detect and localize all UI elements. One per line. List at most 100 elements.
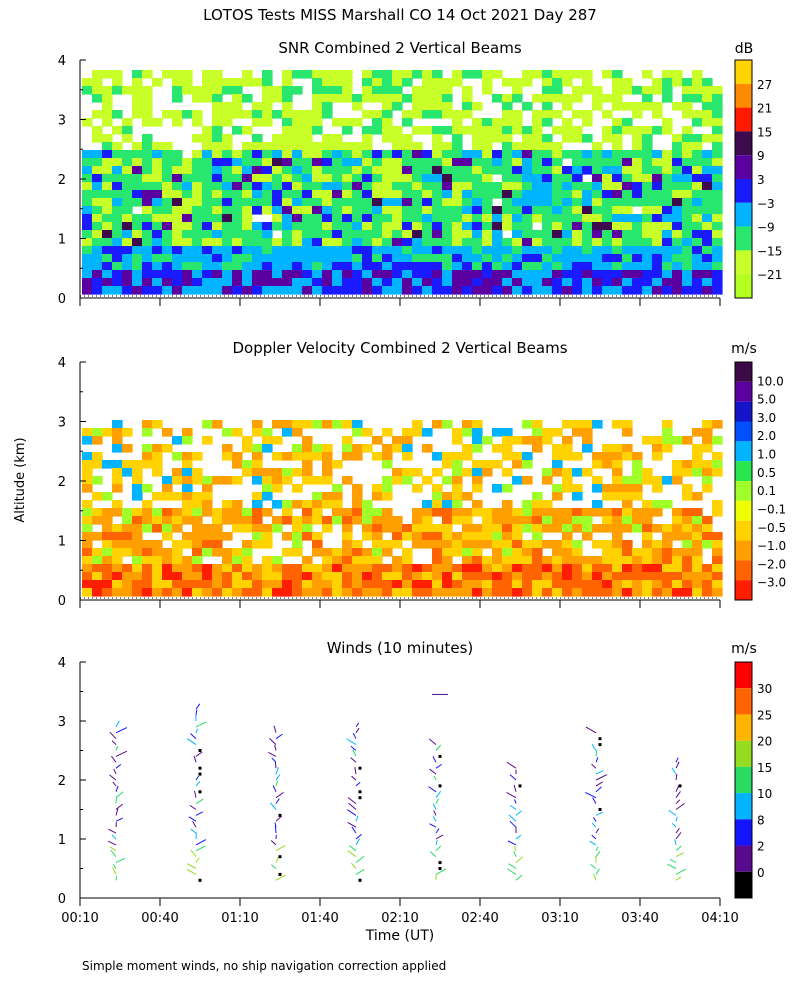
wind-barb [515,874,523,881]
heatmap-cell [542,524,553,533]
heatmap-cell [312,588,323,597]
heatmap-cell [682,174,693,183]
heatmap-cell [152,444,163,453]
heatmap-cell [92,158,103,167]
heatmap-cell [702,444,713,453]
heatmap-cell [242,158,253,167]
heatmap-cell [122,238,133,247]
heatmap-cell [672,572,683,581]
wind-barb [115,720,120,728]
heatmap-cell [682,86,693,95]
heatmap-cell [502,500,513,509]
heatmap-cell [602,190,613,199]
heatmap-cell [452,150,463,159]
heatmap-cell [172,198,183,207]
heatmap-cell [132,524,143,533]
heatmap-cell [212,572,223,581]
heatmap-cell [412,540,423,549]
heatmap-cell [92,428,103,437]
heatmap-cell [522,588,533,597]
heatmap-cell [692,166,703,175]
heatmap-cell [262,508,273,517]
heatmap-cell [602,444,613,453]
heatmap-cell [442,500,453,509]
heatmap-cell [152,278,163,287]
heatmap-cell [252,516,263,525]
heatmap-cell [512,532,523,541]
heatmap-cell [332,492,343,501]
heatmap-cell [582,508,593,517]
heatmap-cell [642,524,653,533]
heatmap-cell [232,102,243,111]
heatmap-cell [262,70,273,79]
heatmap-cell [692,572,703,581]
heatmap-cell [712,270,723,279]
heatmap-cell [252,564,263,573]
heatmap-cell [562,206,573,215]
wind-barb [435,790,442,798]
heatmap-cell [542,556,553,565]
heatmap-cell [122,516,133,525]
heatmap-cell [172,588,183,597]
heatmap-cell [152,508,163,517]
heatmap-cell [212,286,223,295]
heatmap-cell [312,278,323,287]
heatmap-cell [412,428,423,437]
heatmap-cell [342,556,353,565]
heatmap-cell [362,532,373,541]
heatmap-cell [192,182,203,191]
heatmap-cell [292,270,303,279]
heatmap-cell [142,524,153,533]
heatmap-cell [692,198,703,207]
heatmap-cell [432,134,443,143]
heatmap-cell [342,198,353,207]
heatmap-cell [382,214,393,223]
heatmap-cell [122,508,133,517]
heatmap-cell [212,198,223,207]
heatmap-cell [472,246,483,255]
heatmap-cell [172,246,183,255]
heatmap-cell [82,118,93,127]
heatmap-cell [602,484,613,493]
heatmap-cell [442,198,453,207]
heatmap-cell [362,70,373,79]
heatmap-cell [362,142,373,151]
heatmap-cell [602,230,613,239]
heatmap-cell [662,78,673,87]
heatmap-cell [442,262,453,271]
heatmap-cell [302,460,313,469]
heatmap-cell [322,110,333,119]
wind-barb [274,825,277,834]
wind-missing-marker [198,790,202,794]
heatmap-cell [252,206,263,215]
colorbar-swatch [735,580,752,600]
heatmap-cell [292,588,303,597]
heatmap-cell [332,580,343,589]
heatmap-cell [292,548,303,557]
heatmap-cell [622,572,633,581]
heatmap-cell [502,556,513,565]
heatmap-cell [432,214,443,223]
heatmap-cell [82,548,93,557]
colorbar-label: 20 [757,735,772,749]
heatmap-cell [162,198,173,207]
heatmap-cell [582,230,593,239]
heatmap-cell [642,214,653,223]
heatmap-cell [512,540,523,549]
heatmap-cell [452,142,463,151]
heatmap-cell [652,278,663,287]
heatmap-cell [242,516,253,525]
heatmap-cell [342,524,353,533]
heatmap-cell [342,70,353,79]
heatmap-cell [252,78,263,87]
heatmap-cell [92,254,103,263]
heatmap-cell [392,254,403,263]
heatmap-cell [512,158,523,167]
heatmap-cell [192,214,203,223]
heatmap-cell [352,420,363,429]
wind-barb [355,722,360,728]
heatmap-cell [512,572,523,581]
heatmap-cell [232,508,243,517]
heatmap-cell [372,166,383,175]
heatmap-cell [412,230,423,239]
